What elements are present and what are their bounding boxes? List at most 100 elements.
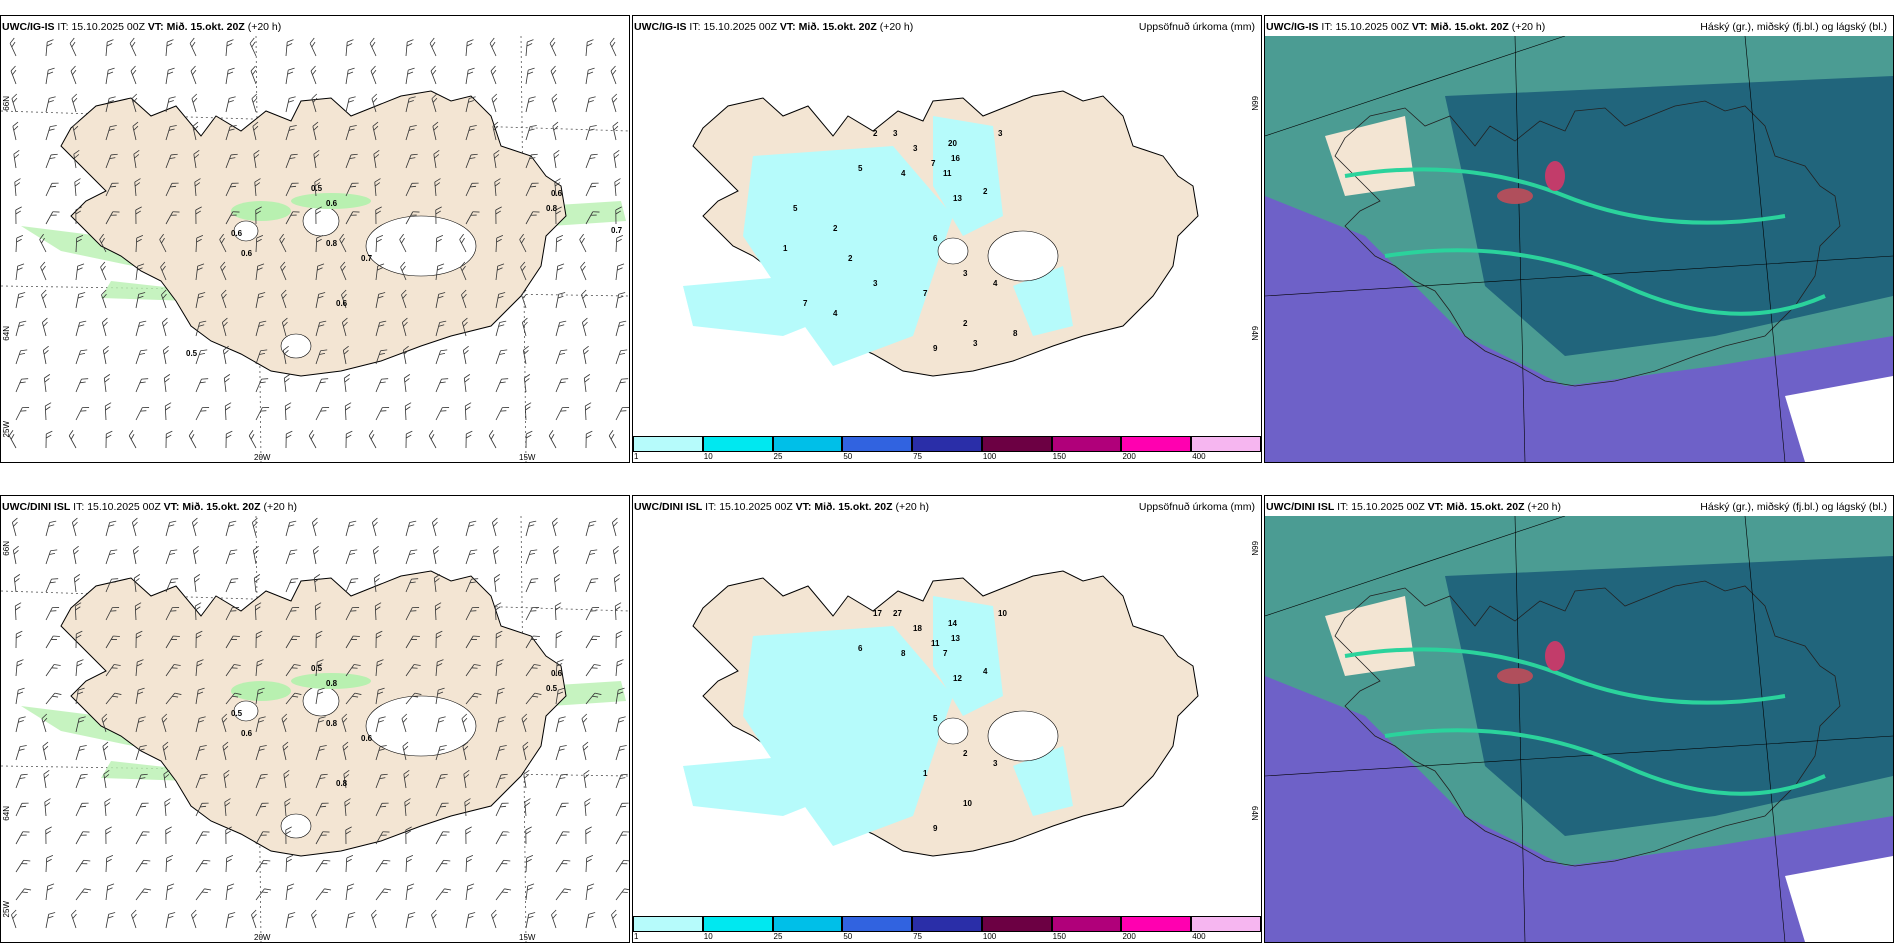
wind-barb bbox=[75, 687, 85, 705]
colorbar-segment bbox=[702, 436, 773, 452]
wind-barb bbox=[165, 153, 178, 169]
wind-barb bbox=[68, 429, 77, 449]
wind-barb bbox=[585, 153, 598, 169]
wind-barb bbox=[494, 178, 501, 197]
wind-barb bbox=[463, 769, 470, 789]
wind-barb bbox=[345, 67, 355, 85]
wind-barb bbox=[613, 574, 621, 593]
wind-barb bbox=[611, 517, 618, 537]
wind-barb bbox=[225, 520, 237, 537]
wind-barb bbox=[102, 345, 109, 365]
wind-barb bbox=[285, 854, 294, 873]
wind-barb bbox=[255, 831, 270, 845]
colorbar-segment bbox=[1121, 436, 1192, 452]
wind-barb bbox=[551, 909, 557, 929]
precip-value-label: 8 bbox=[901, 649, 906, 658]
wind-barb bbox=[191, 909, 197, 929]
wind-barb bbox=[14, 178, 21, 197]
wind-barb bbox=[195, 716, 206, 733]
wind-barb bbox=[15, 263, 25, 281]
wind-barb bbox=[285, 826, 292, 845]
wind-barb bbox=[375, 263, 385, 281]
precip-map: 17 27 18 14 13 7 12 4 10 11 8 6 5 2 3 1 10 9 bbox=[633, 516, 1261, 916]
wind-barb bbox=[75, 716, 86, 733]
precip-value-label: 20 bbox=[948, 139, 957, 148]
wind-barb bbox=[435, 831, 450, 845]
precip-value-label: 10 bbox=[998, 609, 1007, 618]
wind-barb bbox=[100, 261, 107, 281]
lon-label-25: 25W bbox=[2, 421, 11, 438]
wind-barb bbox=[15, 745, 27, 761]
wind-barb bbox=[462, 345, 469, 365]
wind-barb bbox=[341, 289, 347, 309]
wind-barb bbox=[435, 263, 445, 281]
precip-value-label: 9 bbox=[933, 824, 938, 833]
wind-barb bbox=[15, 630, 23, 649]
wind-barb bbox=[255, 349, 268, 365]
wind-barb bbox=[495, 859, 511, 873]
wind-barb bbox=[105, 826, 112, 845]
wind-barb bbox=[225, 664, 241, 677]
wind-barb bbox=[310, 65, 317, 85]
wind-barb bbox=[75, 378, 89, 393]
wind-barb bbox=[104, 402, 112, 421]
wind-barb bbox=[435, 888, 452, 901]
wind-barb bbox=[464, 402, 472, 421]
wind-barb bbox=[492, 545, 499, 565]
wind-barb bbox=[285, 39, 294, 57]
wind-barb bbox=[435, 859, 451, 873]
wind-barb bbox=[255, 234, 264, 253]
wind-barb bbox=[435, 234, 444, 253]
wind-barb bbox=[135, 349, 148, 365]
wind-barb bbox=[315, 292, 326, 309]
wind-value-label: 0.8 bbox=[326, 239, 338, 248]
precip-value-label: 12 bbox=[953, 674, 962, 683]
wind-barb bbox=[192, 545, 199, 565]
wind-barb bbox=[165, 96, 176, 113]
wind-barb bbox=[255, 263, 265, 281]
panel-header: UWC/IG-IS IT: 15.10.2025 00Z VT: Mið. 15… bbox=[1266, 21, 1887, 33]
wind-barb bbox=[165, 549, 178, 565]
wind-barb bbox=[10, 65, 17, 85]
wind-barb bbox=[222, 345, 229, 365]
wind-barb bbox=[315, 206, 322, 225]
wind-barb bbox=[374, 602, 382, 621]
wind-barb bbox=[585, 578, 599, 593]
wind-barb bbox=[225, 96, 236, 113]
wind-barb bbox=[225, 153, 238, 169]
wind-barb bbox=[610, 65, 617, 85]
panel-header: UWC/DINI ISL IT: 15.10.2025 00Z VT: Mið.… bbox=[2, 501, 298, 513]
precip-map-svg: 17 27 18 14 137 12 4 10 11 8 6 5 2 3 1 10 9 bbox=[633, 516, 1261, 916]
wind-barb bbox=[405, 67, 415, 85]
wind-barb bbox=[188, 429, 197, 449]
wind-barb bbox=[12, 121, 19, 141]
wind-barb bbox=[195, 888, 212, 901]
wind-barb bbox=[14, 602, 22, 621]
wind-barb bbox=[45, 211, 60, 225]
wind-barb bbox=[248, 429, 257, 449]
wind-barb bbox=[164, 402, 172, 421]
precip-value-label: 3 bbox=[893, 129, 898, 138]
wind-barb bbox=[435, 407, 450, 421]
wind-barb bbox=[193, 149, 200, 169]
wind-barb bbox=[309, 37, 317, 57]
wind-barb bbox=[72, 545, 79, 565]
wind-barb bbox=[495, 659, 504, 677]
wind-barb bbox=[162, 345, 169, 365]
wind-barb bbox=[225, 430, 233, 449]
wind-barb bbox=[582, 345, 589, 365]
wind-barb bbox=[45, 635, 60, 649]
colorbar-segment bbox=[1191, 436, 1261, 452]
wind-barb bbox=[45, 549, 58, 565]
wind-barb bbox=[435, 349, 448, 365]
wind-barb bbox=[615, 407, 629, 421]
wind-barb bbox=[135, 888, 152, 901]
wind-barb bbox=[615, 716, 626, 733]
wind-barb bbox=[495, 263, 505, 281]
wind-barb bbox=[102, 741, 109, 761]
colorbar-tick-label: 100 bbox=[982, 932, 997, 941]
wind-barb bbox=[164, 798, 171, 817]
colorbar-segment bbox=[981, 436, 1052, 452]
wind-barb bbox=[255, 378, 269, 393]
lat-label-64: 64N bbox=[2, 326, 11, 341]
